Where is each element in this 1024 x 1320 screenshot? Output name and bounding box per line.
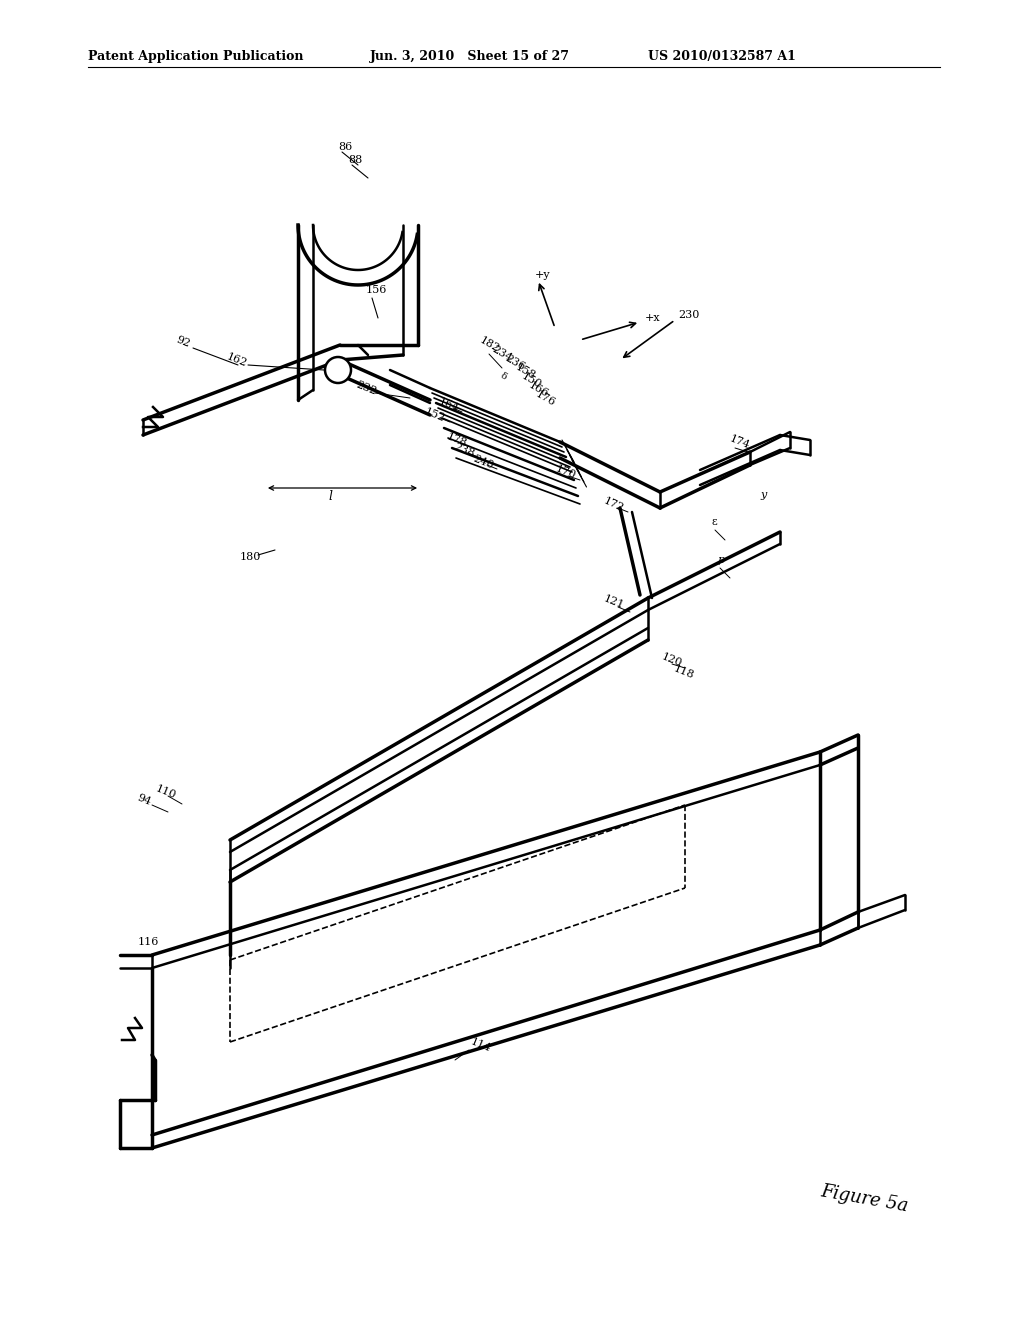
- Text: 120: 120: [660, 651, 684, 669]
- Text: l: l: [328, 490, 332, 503]
- Text: 156: 156: [366, 285, 387, 294]
- Text: 166: 166: [527, 380, 551, 400]
- Text: 114: 114: [469, 1036, 493, 1053]
- Text: 110: 110: [154, 783, 177, 801]
- Text: +y: +y: [535, 271, 551, 280]
- Text: 178: 178: [445, 432, 468, 449]
- Text: 182: 182: [478, 335, 502, 355]
- Text: 240: 240: [472, 453, 496, 471]
- Text: 152: 152: [423, 407, 446, 424]
- Text: 172: 172: [602, 496, 626, 513]
- Text: Patent Application Publication: Patent Application Publication: [88, 50, 303, 63]
- Text: 238: 238: [453, 441, 476, 458]
- Text: 116: 116: [138, 937, 160, 946]
- Text: 118: 118: [672, 664, 695, 681]
- Text: 170: 170: [554, 463, 578, 480]
- Text: 88: 88: [348, 154, 362, 165]
- Text: 162: 162: [225, 351, 249, 368]
- Text: 121: 121: [602, 594, 626, 611]
- Text: 92: 92: [175, 335, 191, 350]
- Text: 150: 150: [520, 371, 544, 391]
- Text: ε: ε: [712, 517, 718, 527]
- Text: +x: +x: [645, 313, 660, 323]
- Text: Jun. 3, 2010   Sheet 15 of 27: Jun. 3, 2010 Sheet 15 of 27: [370, 50, 570, 63]
- Text: 94: 94: [136, 793, 153, 808]
- Text: US 2010/0132587 A1: US 2010/0132587 A1: [648, 50, 796, 63]
- Text: 86: 86: [338, 143, 352, 152]
- Text: 180: 180: [240, 552, 261, 562]
- Text: p: p: [718, 554, 725, 565]
- Text: 174: 174: [728, 433, 752, 450]
- Text: Figure 5a: Figure 5a: [819, 1181, 909, 1216]
- Text: 158: 158: [514, 362, 538, 381]
- Text: 164: 164: [437, 396, 461, 413]
- Text: 230: 230: [678, 310, 699, 319]
- Text: 176: 176: [534, 389, 557, 409]
- Text: y: y: [760, 490, 766, 500]
- Text: 236: 236: [503, 354, 526, 372]
- Text: 232: 232: [355, 379, 379, 396]
- Text: δ: δ: [498, 371, 508, 381]
- Circle shape: [325, 356, 351, 383]
- Text: 234: 234: [490, 345, 513, 364]
